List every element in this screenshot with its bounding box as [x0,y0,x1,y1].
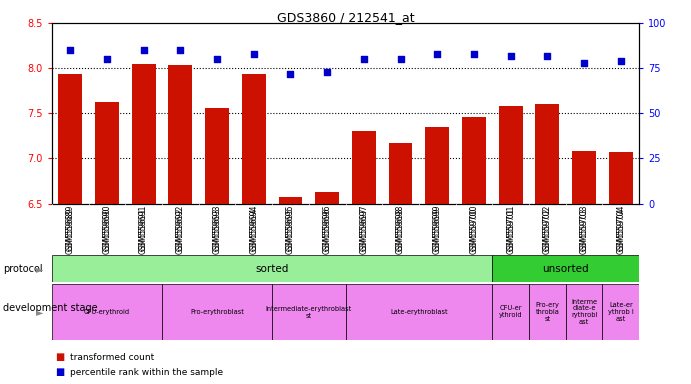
Text: GSM559704: GSM559704 [616,207,625,254]
Bar [315,192,339,204]
Bar [132,64,155,204]
Bar [426,127,449,204]
Text: Pro-erythroblast: Pro-erythroblast [190,309,244,315]
Point [505,53,516,59]
Point [65,47,76,53]
Bar [95,101,119,204]
Bar [572,151,596,204]
Text: GSM559696: GSM559696 [323,207,332,254]
Bar [352,131,376,204]
Point [578,60,589,66]
Text: ■: ■ [55,367,64,377]
Bar [609,152,633,204]
Point [102,56,113,62]
Text: CFU-erythroid: CFU-erythroid [84,309,130,315]
Text: GSM559700: GSM559700 [469,207,478,254]
Text: GDS3860 / 212541_at: GDS3860 / 212541_at [276,12,415,25]
Text: GSM559702: GSM559702 [543,207,552,253]
Point [359,56,370,62]
Bar [492,284,529,340]
Point [248,51,259,57]
Text: Intermediate-erythroblast
st: Intermediate-erythroblast st [265,306,352,318]
Point [138,47,149,53]
Text: Interme
diate-e
rythrobl
ast: Interme diate-e rythrobl ast [571,298,597,326]
Text: GSM559697: GSM559697 [359,207,368,254]
Bar [58,74,82,204]
Bar [566,284,603,340]
Text: ►: ► [37,307,44,317]
Text: GSM559692: GSM559692 [176,207,184,253]
Text: Late-erythroblast: Late-erythroblast [390,309,448,315]
Bar [388,143,413,204]
Point [321,69,332,75]
Text: ■: ■ [55,352,64,362]
Text: GSM559691: GSM559691 [139,207,148,253]
Text: ►: ► [37,264,44,274]
Point [395,56,406,62]
Text: GSM559695: GSM559695 [286,207,295,254]
Text: Late-er
ythrob l
ast: Late-er ythrob l ast [608,302,634,322]
Bar [205,108,229,204]
Text: percentile rank within the sample: percentile rank within the sample [70,368,224,377]
Bar [278,197,303,204]
Bar [536,104,559,204]
Bar [169,65,192,204]
Point [468,51,480,57]
Text: transformed count: transformed count [70,353,155,362]
Text: GSM559699: GSM559699 [433,207,442,254]
Point [285,71,296,77]
Text: GSM559693: GSM559693 [213,207,222,254]
Bar [529,284,566,340]
Bar [162,284,272,340]
Point [211,56,223,62]
Text: unsorted: unsorted [542,264,589,274]
Bar [52,255,492,282]
Bar [499,106,522,204]
Text: GSM559701: GSM559701 [507,207,515,253]
Bar [272,284,346,340]
Text: GSM559703: GSM559703 [580,207,589,254]
Text: CFU-er
ythroid: CFU-er ythroid [499,306,522,318]
Point [542,53,553,59]
Point [175,47,186,53]
Bar [52,284,162,340]
Bar [603,284,639,340]
Point [615,58,626,64]
Bar [492,255,639,282]
Text: GSM559689: GSM559689 [66,207,75,253]
Point [432,51,443,57]
Text: sorted: sorted [256,264,289,274]
Text: development stage: development stage [3,303,98,313]
Text: protocol: protocol [3,264,43,274]
Bar [462,117,486,204]
Bar [346,284,492,340]
Text: GSM559698: GSM559698 [396,207,405,253]
Bar [242,74,265,204]
Text: Pro-ery
throbla
st: Pro-ery throbla st [536,302,559,322]
Text: GSM559694: GSM559694 [249,207,258,254]
Text: GSM559690: GSM559690 [102,207,111,254]
